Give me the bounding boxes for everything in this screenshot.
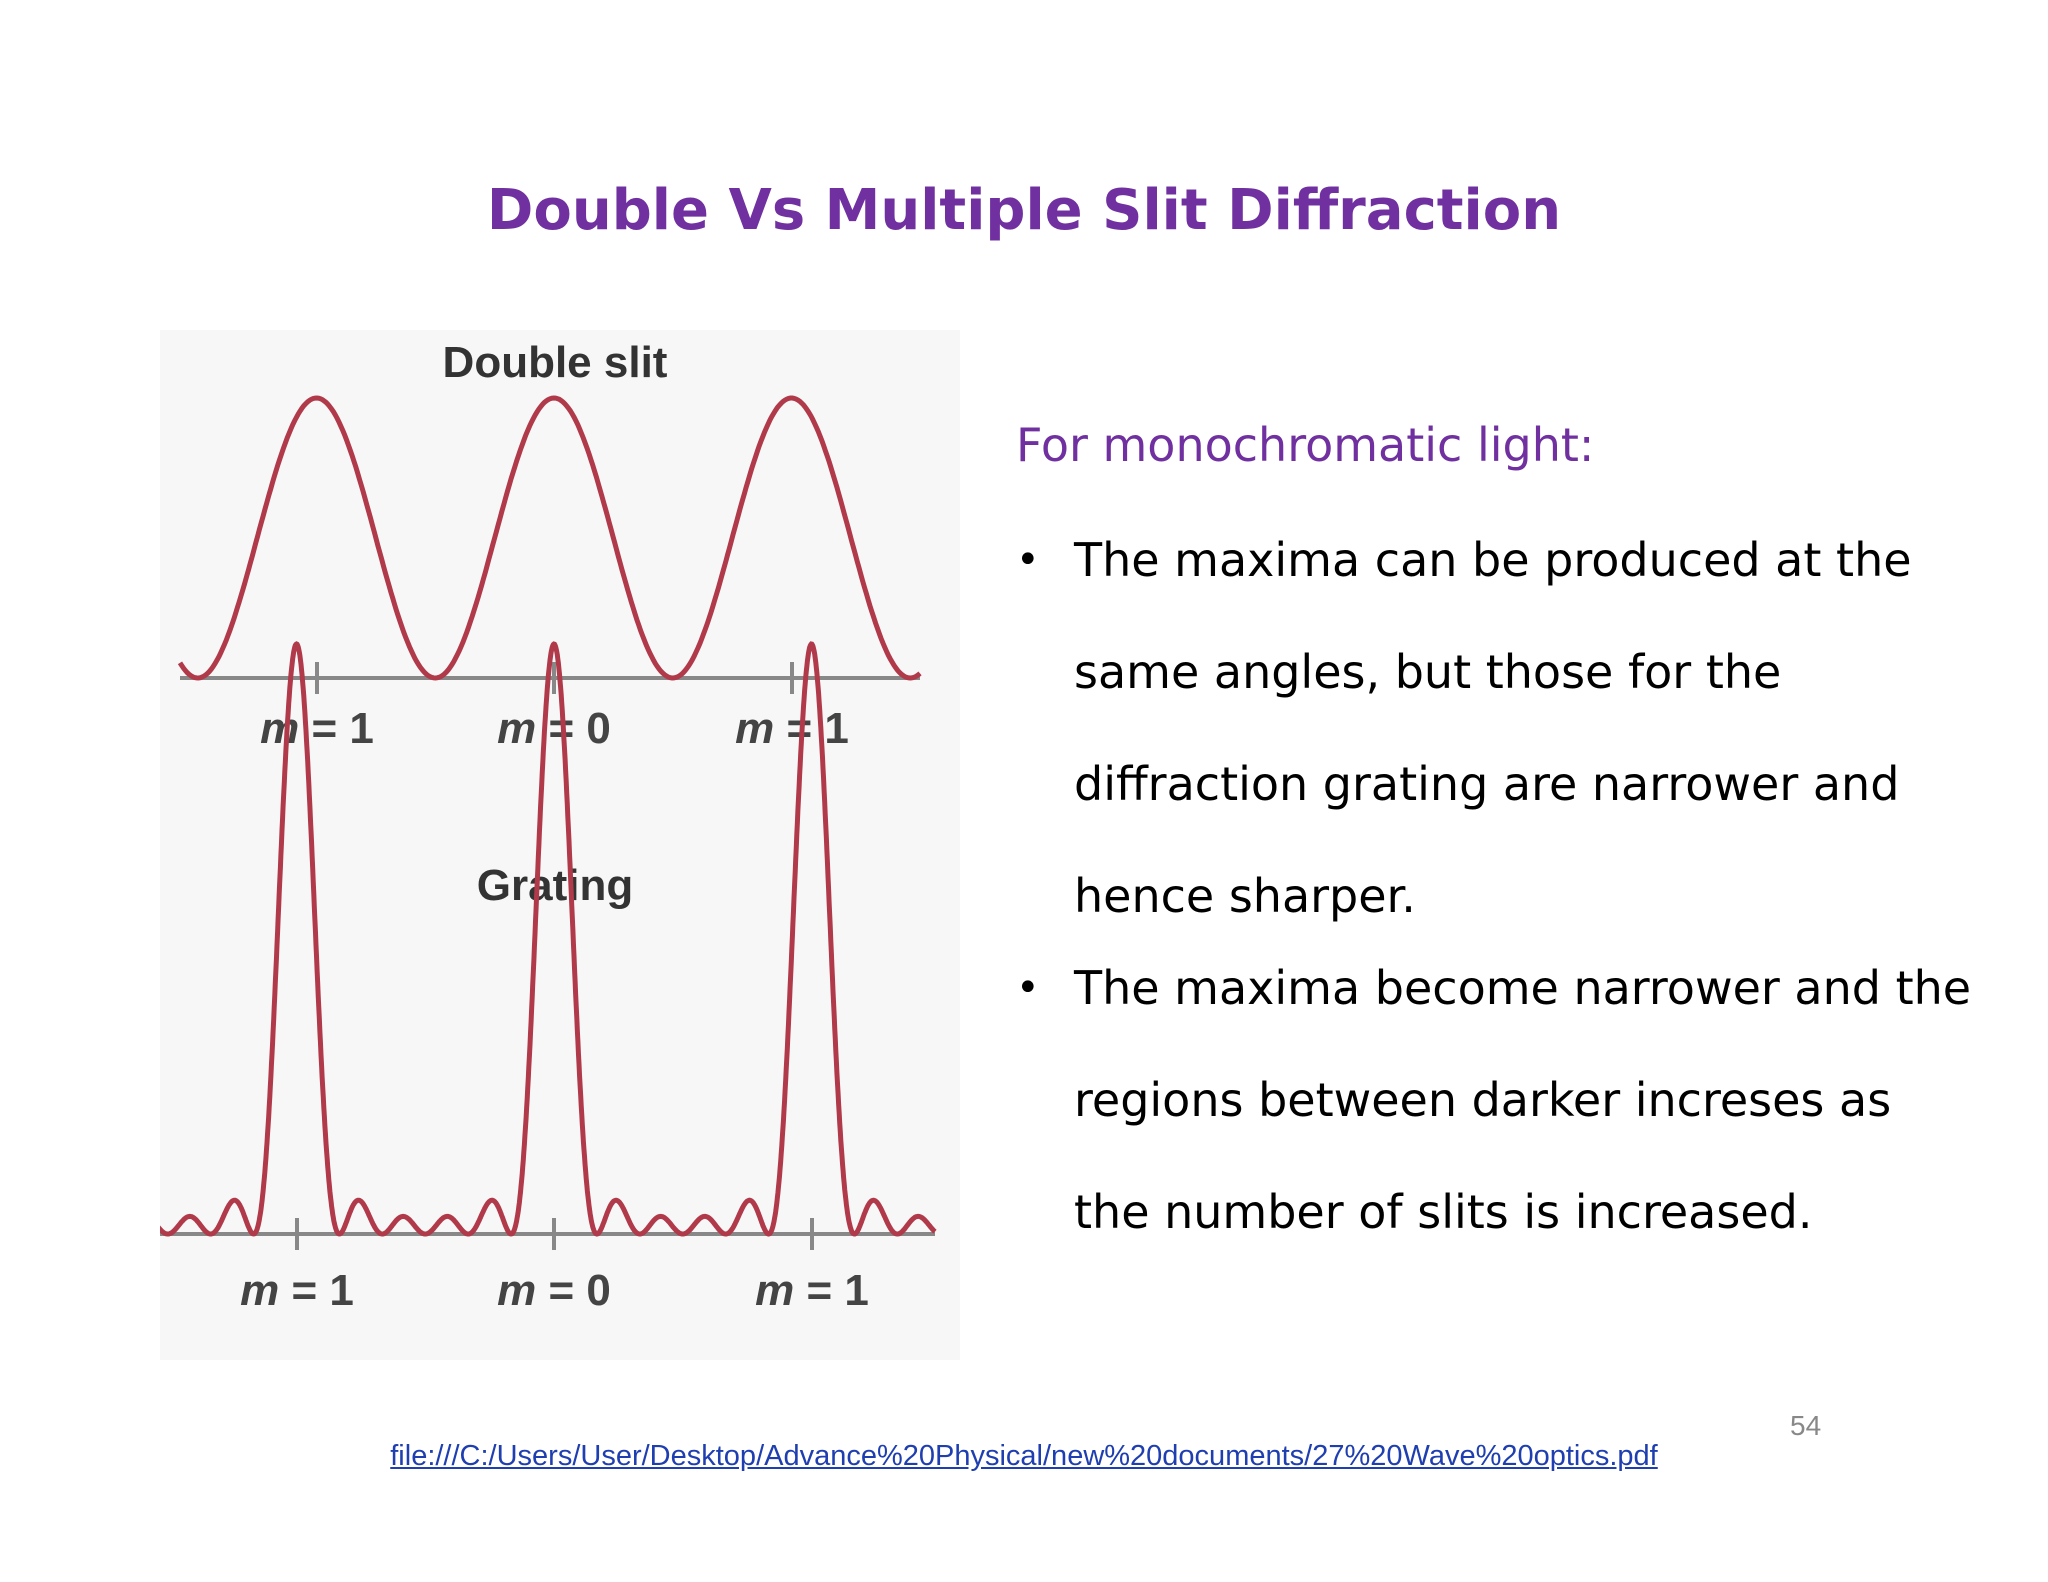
bullet-line: The maxima can be produced at the bbox=[1074, 533, 1912, 587]
bullet-icon: • bbox=[1016, 965, 1040, 1011]
bullet-item: • The maxima can be produced at the same… bbox=[1016, 504, 2016, 952]
grating-m-label-center: m = 0 bbox=[497, 1266, 611, 1315]
bullet-list: • The maxima can be produced at the same… bbox=[1016, 504, 2016, 1268]
grating-m-label-right: m = 1 bbox=[755, 1266, 869, 1315]
bullet-icon: • bbox=[1016, 537, 1040, 583]
explanation-text: For monochromatic light: • The maxima ca… bbox=[1016, 410, 2016, 1268]
grating-title: Grating bbox=[477, 861, 633, 910]
page-number: 54 bbox=[1790, 1410, 1822, 1441]
double-slit-title: Double slit bbox=[443, 338, 668, 387]
bullet-item: • The maxima become narrower and the reg… bbox=[1016, 932, 2016, 1268]
double-m-label-right: m = 1 bbox=[735, 704, 849, 753]
lead-text: For monochromatic light: bbox=[1016, 418, 1595, 472]
bullet-line: The maxima become narrower and the bbox=[1074, 961, 1972, 1015]
grating-curve bbox=[160, 641, 937, 1237]
grating-m-label-left: m = 1 bbox=[240, 1266, 354, 1315]
double-m-label-left: m = 1 bbox=[260, 704, 374, 753]
slide-title: Double Vs Multiple Slit Diffraction bbox=[486, 178, 1562, 243]
source-link[interactable]: file:///C:/Users/User/Desktop/Advance%20… bbox=[390, 1440, 1658, 1472]
bullet-line: hence sharper. bbox=[1074, 869, 1416, 923]
double-slit-curve bbox=[177, 395, 922, 681]
double-m-label-center: m = 0 bbox=[497, 704, 611, 753]
bullet-line: the number of slits is increased. bbox=[1074, 1185, 1813, 1239]
bullet-line: diffraction grating are narrower and bbox=[1074, 757, 1900, 811]
diffraction-figure: Double slit m = 1 m = 0 m = 1 Grating m … bbox=[160, 330, 960, 1360]
bullet-line: regions between darker increses as bbox=[1074, 1073, 1892, 1127]
bullet-line: same angles, but those for the bbox=[1074, 645, 1782, 699]
diffraction-svg: Double slit m = 1 m = 0 m = 1 Grating m … bbox=[160, 338, 937, 1315]
